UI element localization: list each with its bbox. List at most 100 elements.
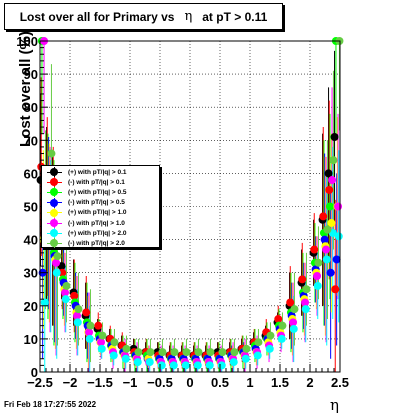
data-point <box>265 344 274 353</box>
x-tick-label: −1 <box>123 375 138 390</box>
legend-label: (+) with pT/|q| > 0.1 <box>68 168 127 176</box>
data-point <box>325 202 334 211</box>
data-point <box>53 252 62 261</box>
legend-entry: (+) with pT/|q| > 1.0 <box>42 207 127 218</box>
data-point <box>94 321 103 330</box>
data-point <box>301 305 310 314</box>
legend-marker <box>42 187 68 198</box>
data-point <box>193 361 202 370</box>
y-tick-label: 50 <box>24 200 38 215</box>
data-point <box>310 245 319 254</box>
data-point <box>110 338 119 347</box>
legend-label: (-) with pT/|q| > 1.0 <box>68 219 125 227</box>
data-point <box>241 354 250 363</box>
data-point <box>61 295 70 304</box>
data-point <box>313 281 322 290</box>
data-point <box>230 348 239 357</box>
data-point <box>302 285 311 294</box>
data-point <box>289 318 298 327</box>
legend-entry: (-) with pT/|q| > 1.0 <box>42 218 125 228</box>
data-point <box>40 298 49 307</box>
y-tick-label: 10 <box>24 332 38 347</box>
x-tick-label: −2.5 <box>27 375 53 390</box>
data-point <box>61 288 70 297</box>
data-point <box>170 348 179 357</box>
y-tick-label: 0 <box>31 365 38 380</box>
data-point <box>47 149 56 158</box>
data-point <box>217 361 226 370</box>
x-tick-label: 0 <box>186 375 193 390</box>
data-point <box>289 324 298 333</box>
data-point <box>326 268 335 277</box>
legend-marker <box>42 167 68 177</box>
legend-entry: (+) with pT/|q| > 0.5 <box>42 187 127 198</box>
data-point <box>73 311 82 320</box>
y-tick-label: 20 <box>24 299 38 314</box>
data-point <box>145 358 154 367</box>
legend-label: (+) with pT/|q| > 1.0 <box>68 209 127 217</box>
data-point <box>286 298 295 307</box>
data-point <box>298 275 307 284</box>
x-tick-label: −0.5 <box>147 375 173 390</box>
data-point <box>97 344 106 353</box>
legend-entry: (-) with pT/|q| > 2.0 <box>42 238 125 249</box>
data-point <box>194 348 203 357</box>
legend-label: (-) with pT/|q| > 0.5 <box>68 199 125 207</box>
legend-marker <box>42 228 68 239</box>
x-axis-label: η <box>330 396 339 414</box>
data-point <box>52 268 61 277</box>
x-tick-labels: −2.5 −2 −1.5 −1 −0.5 0 0.5 1 1.5 2 2.5 <box>27 375 349 390</box>
data-point <box>62 281 71 290</box>
chart-title-prefix: Lost over all for Primary vs <box>19 9 175 24</box>
legend-entry: (-) with pT/|q| > 0.5 <box>42 197 125 208</box>
x-tick-label: −2 <box>63 375 78 390</box>
x-tick-label: 2.5 <box>331 375 349 390</box>
data-point <box>328 176 337 185</box>
data-point <box>290 305 299 314</box>
legend-label: (-) with pT/|q| > 2.0 <box>68 239 125 247</box>
x-tick-label: 2 <box>306 375 313 390</box>
legend-entry: (+) with pT/|q| > 2.0 <box>42 228 127 239</box>
y-tick-label: 90 <box>24 67 38 82</box>
data-point <box>218 348 227 357</box>
data-point <box>320 235 329 244</box>
legend-marker <box>42 218 68 228</box>
y-tick-label: 30 <box>24 266 38 281</box>
data-point <box>70 291 79 300</box>
legend-label: (-) with pT/|q| > 0.1 <box>68 178 125 186</box>
data-point <box>323 225 332 234</box>
data-point <box>181 361 190 370</box>
data-point <box>133 358 142 367</box>
y-tick-label: 40 <box>24 233 38 248</box>
y-axis-label: Lost over all (%) <box>17 31 34 147</box>
data-point <box>229 358 238 367</box>
y-tick-labels: 0 10 20 30 40 50 60 70 80 90 100 <box>16 34 38 380</box>
data-point <box>329 156 338 165</box>
data-point <box>58 268 67 277</box>
data-point <box>332 255 341 264</box>
data-point <box>85 334 94 343</box>
data-point <box>278 321 287 330</box>
data-point <box>182 348 191 357</box>
data-point <box>121 354 130 363</box>
data-point <box>301 298 310 307</box>
data-point <box>322 245 331 254</box>
chart-title-suffix: at pT > 0.11 <box>202 9 268 24</box>
y-tick-label: 70 <box>24 133 38 148</box>
data-point <box>158 348 167 357</box>
data-point <box>122 344 131 353</box>
data-point <box>74 305 83 314</box>
data-point <box>206 348 215 357</box>
chart-title-eta: η <box>184 9 193 24</box>
data-point <box>324 169 333 178</box>
data-point <box>73 318 82 327</box>
data-point <box>253 351 262 360</box>
data-point <box>134 348 143 357</box>
data-point <box>157 361 166 370</box>
x-tick-label: 1 <box>246 375 253 390</box>
data-point <box>331 285 340 294</box>
data-point <box>52 258 61 267</box>
legend: (+) with pT/|q| > 0.1 (-) with pT/|q| > 0… <box>41 165 160 249</box>
y-tick-label: 80 <box>24 100 38 115</box>
data-points <box>36 37 344 370</box>
